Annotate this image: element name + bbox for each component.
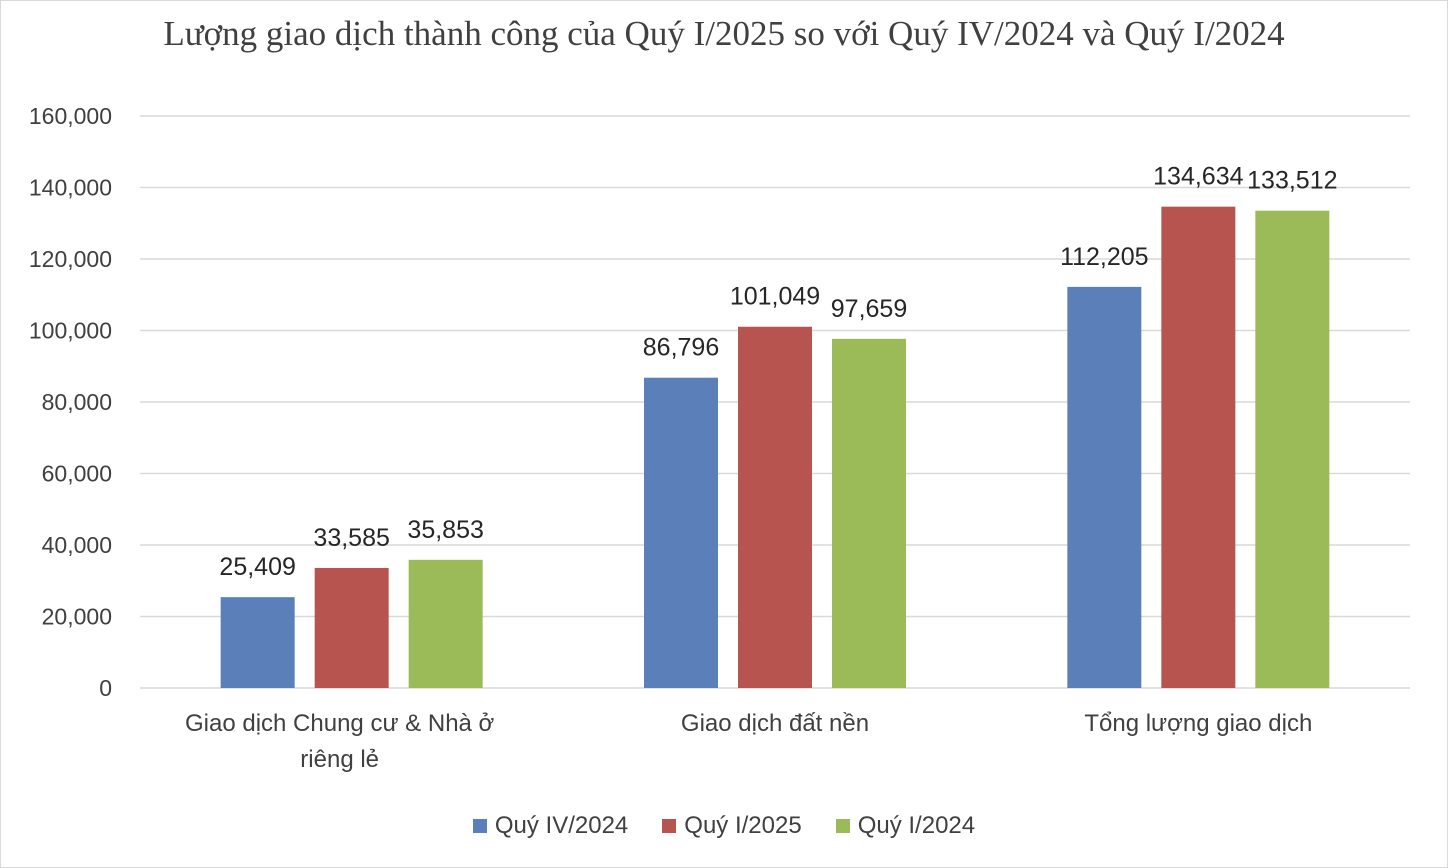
legend-label: Quý I/2024 [857,812,976,839]
y-tick-label: 80,000 [42,389,112,415]
x-category-label-line: Giao dịch Chung cư & Nhà ở [185,710,495,737]
data-label: 101,049 [730,283,820,311]
y-tick-label: 140,000 [29,175,112,201]
legend-swatch [662,819,677,833]
legend-swatch [835,819,850,833]
y-tick-label: 120,000 [29,246,112,272]
bar [1067,286,1142,688]
legend-item: Quý I/2024 [835,812,976,840]
bar [738,326,812,688]
bar [1161,206,1236,688]
data-label: 35,853 [407,516,483,544]
data-label: 133,512 [1247,167,1337,195]
legend-item: Quý I/2025 [662,812,802,840]
data-label: 134,634 [1153,163,1243,191]
data-label: 33,585 [313,524,389,552]
legend: Quý IV/2024 Quý I/2025 Quý I/2024 [0,812,1448,840]
y-tick-label: 100,000 [29,318,112,344]
y-tick-label: 0 [99,675,112,701]
legend-label: Quý IV/2024 [494,812,629,839]
y-tick-label: 160,000 [29,103,112,129]
bar [220,597,295,688]
data-label: 97,659 [831,295,907,323]
legend-item: Quý IV/2024 [472,812,629,840]
data-label: 25,409 [219,553,295,581]
y-tick-label: 40,000 [42,532,112,558]
legend-swatch [472,819,487,833]
x-category-label: Giao dịch đất nền [575,706,975,742]
x-category-label-line: Giao dịch đất nền [680,710,870,737]
x-category-label-line: riêng lẻ [300,746,380,773]
y-tick-label: 60,000 [42,461,112,487]
bar [644,377,718,688]
bar [408,559,483,688]
bar [1255,210,1330,689]
x-category-label-line: Tổng lượng giao dịch [1084,710,1313,737]
x-category-label: Tổng lượng giao dịch [998,706,1398,742]
bar [832,338,906,688]
x-category-label: Giao dịch Chung cư & Nhà ở riêng lẻ [140,706,540,778]
chart-title: Lượng giao dịch thành công của Quý I/202… [163,14,1285,53]
data-label: 86,796 [643,334,719,362]
bar [314,567,389,688]
legend-label: Quý I/2025 [684,812,802,839]
y-tick-label: 20,000 [42,604,112,630]
data-label: 112,205 [1060,243,1149,271]
